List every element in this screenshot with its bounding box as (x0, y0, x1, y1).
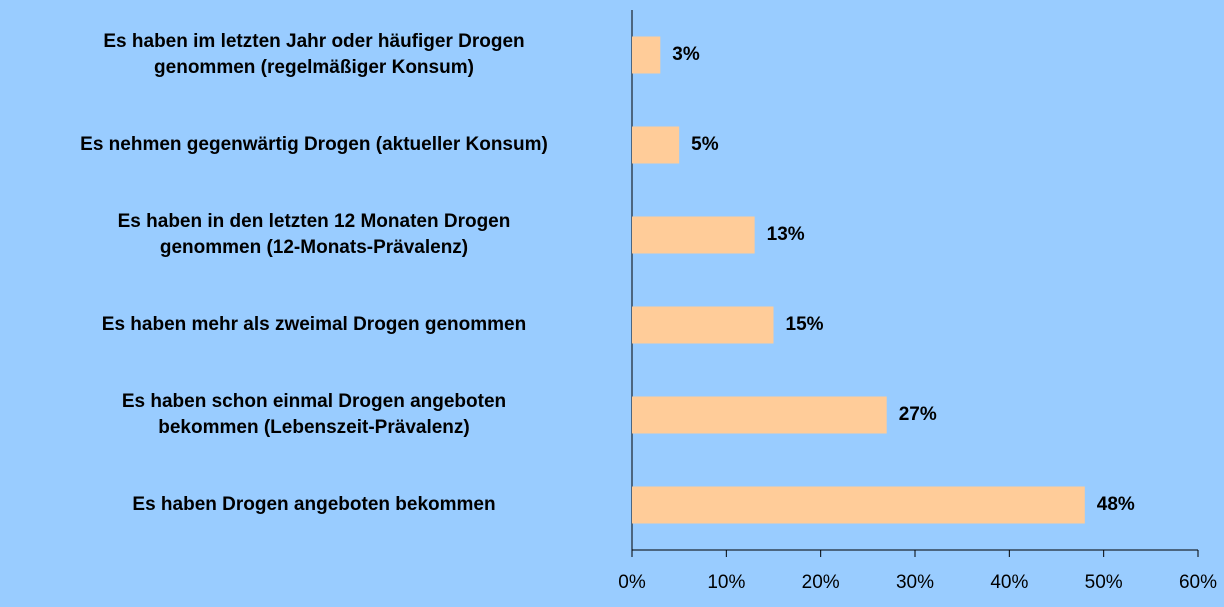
x-tick-label: 50% (1085, 572, 1123, 593)
value-label: 3% (672, 44, 700, 65)
x-tick-label: 40% (990, 572, 1028, 593)
value-label: 13% (767, 224, 805, 245)
x-tick-label: 60% (1179, 572, 1217, 593)
value-label: 15% (786, 314, 824, 335)
x-tick-label: 10% (707, 572, 745, 593)
x-tick-label: 0% (618, 572, 646, 593)
category-label: Es haben mehr als zweimal Drogen genomme… (101, 314, 527, 335)
x-tick-label: 20% (802, 572, 840, 593)
bar (632, 306, 774, 344)
category-label: Es haben im letzten Jahr oder häufiger D… (103, 31, 525, 78)
bar (632, 396, 887, 434)
category-label: Es haben Drogen angeboten bekommen (132, 494, 496, 515)
category-label: Es nehmen gegenwärtig Drogen (aktueller … (80, 134, 548, 155)
x-tick-label: 30% (896, 572, 934, 593)
value-label: 27% (899, 404, 937, 425)
value-label: 5% (691, 134, 719, 155)
bar (632, 486, 1085, 524)
bar (632, 126, 680, 164)
category-label: Es haben in den letzten 12 Monaten Droge… (117, 211, 511, 258)
value-label: 48% (1097, 494, 1135, 515)
category-label: Es haben schon einmal Drogen angeboten b… (121, 391, 507, 438)
bar (632, 216, 755, 254)
bar (632, 36, 661, 74)
